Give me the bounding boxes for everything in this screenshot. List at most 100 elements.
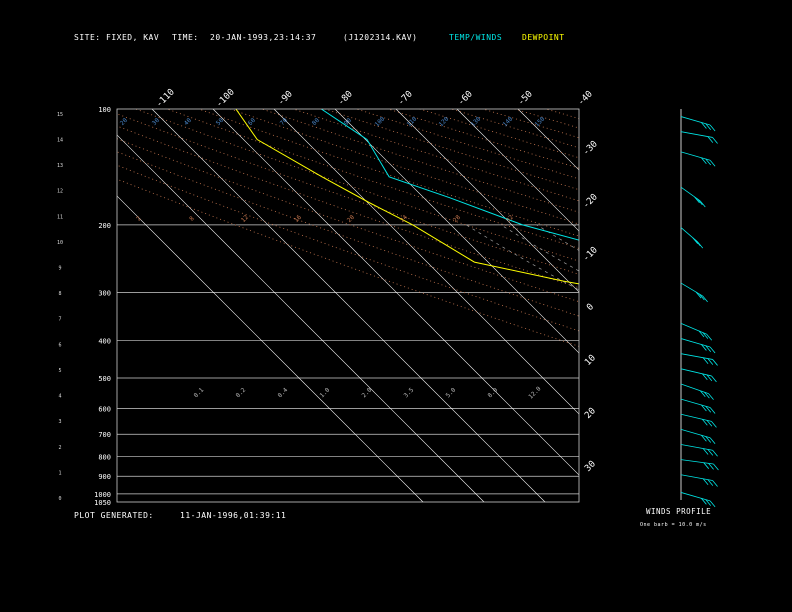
isotherm-top-label: -40 bbox=[576, 89, 595, 108]
pressure-tick-label: 900 bbox=[98, 473, 111, 481]
wind-barb-flag bbox=[705, 158, 712, 166]
wind-barb-flag bbox=[697, 198, 703, 206]
dry-adiabat-label: 24 bbox=[399, 214, 409, 224]
isotherm bbox=[517, 109, 579, 171]
isotherm bbox=[578, 109, 579, 110]
pressure-tick-label: 1000 bbox=[94, 491, 111, 499]
isotherm bbox=[456, 109, 579, 232]
wind-barb-flag bbox=[702, 357, 709, 364]
legend-temp: TEMP/WINDS bbox=[449, 33, 503, 42]
dry-adiabat bbox=[117, 113, 579, 275]
mixing-ratio-label: 80 bbox=[311, 117, 321, 127]
dry-adiabat-label: 12 bbox=[240, 214, 250, 224]
isotherm-right-label: -10 bbox=[581, 245, 600, 264]
height-tick-label: 8 bbox=[58, 291, 61, 297]
mixing-ratio-label: 30 bbox=[151, 117, 161, 127]
wind-barb bbox=[680, 474, 713, 481]
mixing-ratio-label: 60 bbox=[247, 117, 257, 127]
wind-barb-flag bbox=[709, 160, 716, 167]
wind-barb-flag bbox=[709, 437, 716, 445]
mixing-ratio-label: 130 bbox=[470, 115, 483, 128]
mixing-ratio-label: 120 bbox=[438, 115, 451, 128]
dry-adiabat bbox=[577, 109, 579, 110]
wind-barb-flag bbox=[697, 241, 704, 249]
height-tick-label: 9 bbox=[58, 266, 61, 272]
wind-barb-flag bbox=[711, 421, 717, 428]
dry-adiabat-label: 2 bbox=[135, 215, 143, 223]
wind-barb-flag bbox=[701, 344, 707, 351]
wind-barb bbox=[680, 116, 711, 126]
mixing-ratio-label: 20 bbox=[119, 117, 129, 127]
mixing-ratio-label: 140 bbox=[502, 115, 515, 128]
mixing-ratio-label: 100 bbox=[374, 115, 387, 128]
isotherm-top-label: -60 bbox=[456, 89, 475, 108]
wind-barb-flag bbox=[699, 200, 706, 208]
dry-adiabat bbox=[641, 109, 792, 502]
isotherm-top-label: -50 bbox=[516, 89, 535, 108]
wind-barb-flag bbox=[705, 123, 712, 130]
wind-barb bbox=[680, 227, 699, 243]
isotherm bbox=[117, 134, 485, 502]
wind-barb bbox=[680, 413, 712, 422]
wind-barb-flag bbox=[702, 373, 708, 381]
pressure-tick-label: 500 bbox=[98, 375, 111, 383]
height-tick-label: 6 bbox=[58, 342, 61, 348]
wind-barb bbox=[680, 151, 711, 161]
dry-adiabat-label: 28 bbox=[452, 214, 462, 224]
pressure-tick-label: 1050 bbox=[94, 499, 111, 507]
height-tick-label: 12 bbox=[57, 189, 63, 195]
isotherm-top-label: -100 bbox=[214, 87, 236, 109]
wind-barb-flag bbox=[694, 239, 701, 247]
wind-barb-flag bbox=[702, 418, 708, 426]
dry-adiabat bbox=[545, 109, 579, 119]
isotherm-right-label: 0 bbox=[585, 302, 596, 313]
height-tick-label: 15 bbox=[57, 112, 63, 118]
isotherm-right-label: 10 bbox=[583, 353, 598, 368]
wind-barb bbox=[680, 368, 712, 377]
plot-generated-label: PLOT GENERATED: bbox=[74, 511, 154, 520]
moist-label: 0.4 bbox=[277, 386, 290, 399]
plot-generated-value: 11-JAN-1996,01:39:11 bbox=[180, 511, 287, 520]
isotherm-top-label: -110 bbox=[154, 87, 176, 109]
dry-adiabat bbox=[117, 125, 579, 289]
height-tick-label: 2 bbox=[58, 445, 61, 451]
moist-label: 0.1 bbox=[193, 386, 206, 399]
mixing-ratio-label: 70 bbox=[279, 117, 289, 127]
isotherm-right-label: -30 bbox=[581, 139, 600, 158]
wind-barb bbox=[680, 398, 711, 408]
moist-label: 5.0 bbox=[445, 386, 458, 399]
isotherm bbox=[640, 109, 792, 502]
mixing-ratio-label: 150 bbox=[534, 115, 547, 128]
wind-barb-flag bbox=[701, 498, 707, 505]
wind-barb-flag bbox=[698, 330, 705, 338]
dry-adiabat bbox=[482, 109, 579, 139]
dry-adiabat bbox=[324, 109, 579, 191]
wind-barb bbox=[680, 444, 713, 451]
moist-label: 1.0 bbox=[319, 386, 332, 399]
dry-adiabat bbox=[230, 109, 579, 225]
height-tick-label: 5 bbox=[58, 368, 61, 374]
height-tick-label: 7 bbox=[58, 317, 61, 323]
wind-barb-flag bbox=[701, 404, 707, 412]
wind-barb-flag bbox=[706, 374, 713, 382]
winds-profile-title: WINDS PROFILE bbox=[646, 507, 712, 516]
pressure-tick-label: 300 bbox=[98, 290, 111, 298]
wind-barb bbox=[680, 428, 711, 439]
wind-barb-flag bbox=[707, 136, 714, 143]
dry-adiabat-label: 20 bbox=[346, 214, 356, 224]
wind-barb-flag bbox=[712, 480, 718, 487]
wind-barb bbox=[680, 492, 711, 502]
dry-adiabat bbox=[117, 138, 579, 303]
moist-adiabat bbox=[751, 225, 792, 502]
isotherm-right-label: -20 bbox=[581, 192, 600, 211]
mixing-ratio-label: 90 bbox=[343, 117, 353, 127]
isotherm-top-label: -70 bbox=[396, 89, 415, 108]
dewpoint-trace bbox=[235, 109, 579, 285]
plot-frame bbox=[116, 108, 580, 503]
moist-adiabat bbox=[573, 224, 579, 229]
wind-barb-flag bbox=[711, 375, 717, 383]
wind-barb-flag bbox=[699, 293, 705, 301]
isotherm bbox=[334, 109, 579, 354]
wind-barb-flag bbox=[712, 359, 718, 366]
wind-barb-flag bbox=[705, 436, 712, 443]
